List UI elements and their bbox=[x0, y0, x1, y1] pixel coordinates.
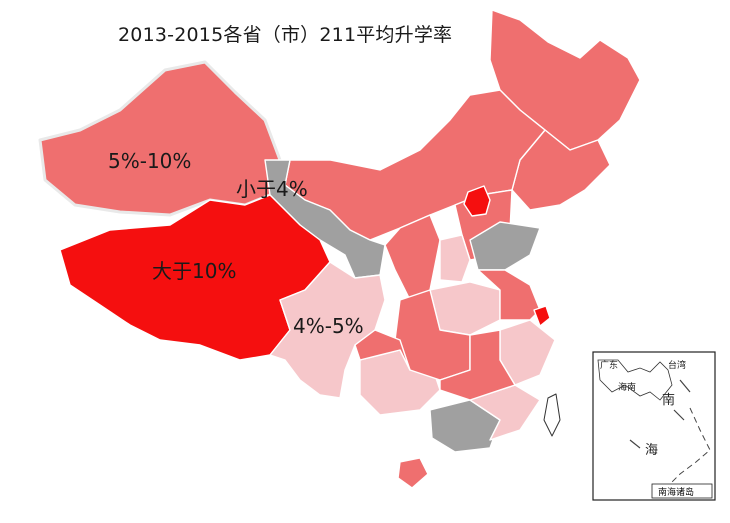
label-5-10: 5%-10% bbox=[108, 149, 191, 173]
label-4-5: 4%-5% bbox=[293, 314, 364, 338]
inset-caption: 南海诸岛 bbox=[658, 486, 694, 498]
inset-sea-2: 海 bbox=[645, 443, 658, 458]
region-hainan bbox=[397, 457, 429, 489]
inset-caption-box bbox=[651, 483, 713, 499]
inset-coastline bbox=[597, 359, 673, 401]
region-beijing bbox=[463, 185, 491, 217]
map-title: 2013-2015各省（市）211平均升学率 bbox=[118, 24, 453, 46]
south-china-sea-inset: 广东 台湾 海南 南 海 南海诸岛 bbox=[592, 351, 716, 501]
inset-place-1: 广东 bbox=[600, 359, 618, 371]
region-chongqing bbox=[354, 329, 411, 371]
inset-dashed-line bbox=[667, 407, 711, 487]
region-shanxi bbox=[439, 234, 471, 283]
region-taiwan bbox=[543, 393, 561, 437]
inset-islands bbox=[629, 379, 691, 449]
label-gt-10: 大于10% bbox=[152, 259, 236, 283]
inset-sea-1: 南 bbox=[662, 392, 675, 408]
label-lt-4: 小于4% bbox=[236, 177, 308, 201]
region-zhejiang bbox=[439, 329, 516, 401]
region-henan-hubei bbox=[429, 281, 501, 336]
region-jiangsu-anhui bbox=[477, 269, 541, 321]
inset-place-3: 海南 bbox=[618, 381, 636, 393]
region-shanghai bbox=[533, 305, 551, 327]
inset-place-2: 台湾 bbox=[668, 359, 686, 371]
region-sichuan-yunnan bbox=[269, 261, 386, 399]
